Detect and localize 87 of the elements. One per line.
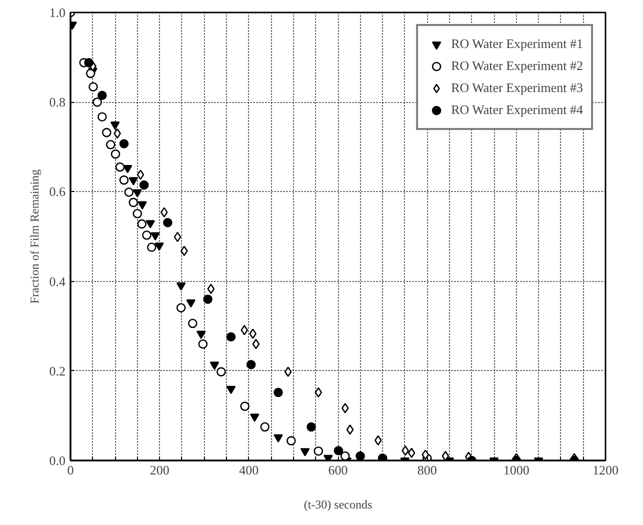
legend-label: RO Water Experiment #1 — [451, 36, 583, 52]
point — [274, 434, 283, 442]
legend-label: RO Water Experiment #2 — [451, 58, 583, 74]
point — [132, 189, 142, 198]
point — [346, 424, 354, 435]
point — [203, 294, 212, 304]
point — [284, 366, 292, 377]
point — [98, 90, 107, 100]
point — [374, 435, 382, 446]
point — [160, 207, 168, 218]
point — [128, 177, 138, 186]
point — [314, 446, 324, 456]
point — [119, 139, 129, 148]
point — [314, 387, 322, 398]
y-axis-title: Fraction of Film Remaining — [27, 169, 42, 304]
point — [186, 299, 196, 308]
point — [138, 201, 147, 210]
point — [124, 188, 134, 197]
point — [163, 218, 172, 228]
point — [84, 58, 94, 68]
y-tick-label: 1.0 — [49, 5, 66, 20]
point — [442, 450, 450, 460]
point — [249, 328, 256, 339]
point — [260, 422, 270, 432]
point — [252, 338, 260, 350]
point — [139, 180, 149, 190]
y-tick-label: 0.8 — [49, 94, 66, 110]
point — [334, 446, 344, 456]
point — [216, 367, 226, 376]
point — [92, 97, 102, 107]
point — [188, 318, 198, 328]
point — [180, 246, 188, 256]
point — [240, 402, 250, 411]
point — [300, 448, 310, 456]
x-tick-label: 1000 — [503, 462, 530, 478]
point — [98, 112, 107, 122]
point — [240, 324, 248, 336]
x-tick-label: 1200 — [592, 462, 618, 478]
point — [119, 175, 129, 185]
point — [226, 332, 236, 342]
point — [422, 450, 430, 460]
point — [306, 422, 316, 432]
point — [137, 219, 146, 229]
point — [250, 414, 260, 422]
point — [341, 402, 349, 414]
point — [115, 162, 125, 172]
x-axis-title: (t-30) seconds — [304, 498, 372, 512]
point — [110, 149, 120, 159]
x-tick-label: 0 — [67, 462, 74, 478]
y-tick-label: 0.2 — [49, 363, 66, 378]
point — [106, 140, 116, 150]
x-tick-label: 400 — [239, 462, 259, 478]
point — [146, 220, 155, 228]
point — [174, 232, 182, 242]
point — [408, 448, 416, 458]
y-tick-label: 0.0 — [49, 453, 66, 468]
point — [286, 436, 296, 446]
point — [102, 128, 112, 138]
x-tick-label: 200 — [150, 462, 170, 478]
point — [150, 232, 160, 240]
point — [132, 209, 142, 218]
point — [226, 386, 236, 394]
point — [176, 303, 186, 312]
legend-label: RO Water Experiment #3 — [451, 80, 583, 96]
y-tick-label: 0.6 — [49, 184, 66, 200]
point — [154, 242, 164, 251]
point — [210, 362, 220, 370]
x-tick-label: 600 — [328, 462, 348, 478]
point — [88, 82, 98, 92]
point — [110, 122, 120, 130]
point — [356, 451, 365, 460]
x-tick-label: 800 — [417, 462, 437, 478]
point — [207, 284, 215, 294]
point — [142, 230, 152, 240]
point — [146, 242, 156, 252]
point — [128, 198, 138, 208]
point — [122, 164, 132, 174]
point — [176, 282, 186, 291]
point — [196, 330, 206, 339]
y-tick-label: 0.4 — [49, 274, 66, 289]
point — [340, 451, 350, 460]
point — [136, 170, 144, 180]
point — [198, 339, 208, 349]
point — [246, 360, 256, 370]
point — [274, 388, 283, 398]
legend-label: RO Water Experiment #4 — [451, 102, 583, 118]
point — [86, 68, 96, 78]
